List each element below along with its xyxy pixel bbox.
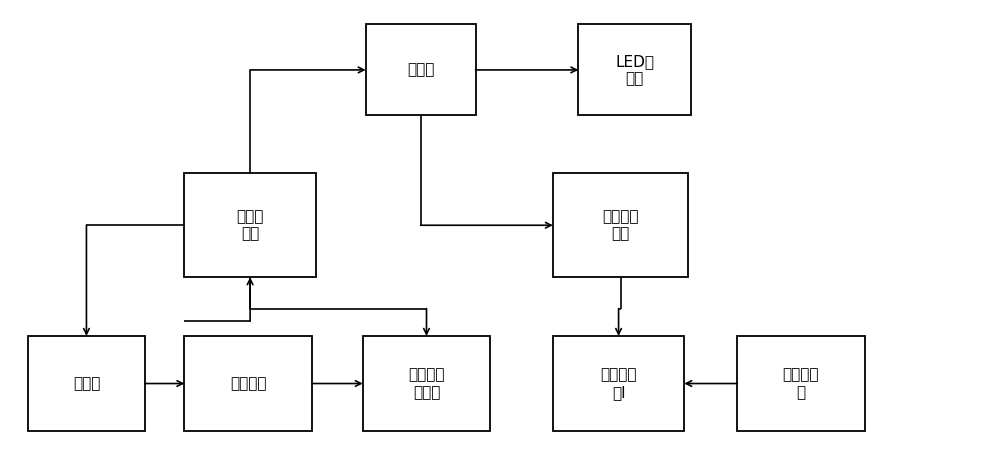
Bar <box>184 173 316 277</box>
Text: 风力发电
机I: 风力发电 机I <box>600 367 637 400</box>
Bar <box>184 336 312 431</box>
Bar <box>578 24 691 115</box>
Text: 变频器: 变频器 <box>73 376 100 391</box>
Text: 变频控
制柜: 变频控 制柜 <box>236 209 264 241</box>
Text: 发电机控
制柜: 发电机控 制柜 <box>602 209 639 241</box>
Bar <box>366 24 476 115</box>
Bar <box>28 336 145 431</box>
Text: 变频电机: 变频电机 <box>230 376 266 391</box>
Text: LED显
示屏: LED显 示屏 <box>615 54 654 86</box>
Text: 操作台: 操作台 <box>407 62 434 77</box>
Bar <box>553 173 688 277</box>
Bar <box>737 336 865 431</box>
Text: 直驱风力
发电机: 直驱风力 发电机 <box>408 367 445 400</box>
Text: 鼓风机单
元: 鼓风机单 元 <box>783 367 819 400</box>
Bar <box>553 336 684 431</box>
Bar <box>363 336 490 431</box>
